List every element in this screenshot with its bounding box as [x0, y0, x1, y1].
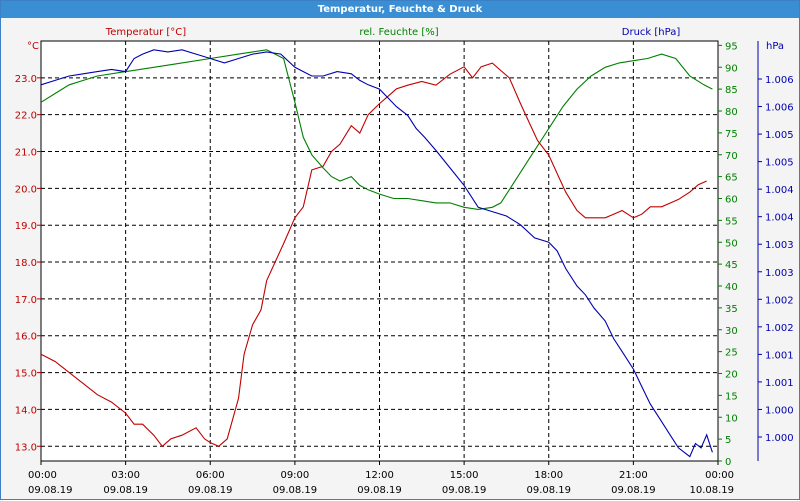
x-axis-tick-date: 10.08.19: [689, 485, 734, 496]
grid: [41, 41, 718, 461]
pressure-axis-tick-label: 1.001: [765, 350, 794, 361]
humidity-axis-tick-label: 5: [725, 435, 731, 446]
humidity-axis-tick-label: 75: [725, 129, 738, 140]
pressure-axis-tick-label: 1.003: [765, 268, 794, 279]
pressure-axis-tick-label: 1.000: [765, 433, 794, 444]
humidity-axis-tick-label: 35: [725, 304, 738, 315]
pressure-axis-tick-label: 1.004: [765, 185, 794, 196]
left-axis-tick-label: 23.0: [15, 74, 37, 85]
x-axis-ticks: 00:00 09.08.19 03:00 09.08.19 06:00 09.08.19 0…: [28, 461, 734, 496]
left-axis-tick-label: 15.0: [15, 369, 37, 380]
pressure-line: [40, 49, 713, 458]
x-axis-tick-time: 06:00: [196, 470, 225, 481]
x-axis-tick-time: 21:00: [619, 470, 648, 481]
x-axis-tick-time: 03:00: [111, 470, 140, 481]
series-group: [40, 49, 713, 458]
x-axis-tick-date: 09.08.19: [442, 485, 487, 496]
pressure-axis-tick-label: 1.005: [765, 158, 794, 169]
humidity-axis-tick-label: 0: [725, 457, 731, 468]
pressure-axis-tick-label: 1.003: [765, 240, 794, 251]
pressure-axis-tick-label: 1.002: [765, 295, 794, 306]
left-axis-tick-label: 17.0: [15, 295, 37, 306]
x-axis-tick-time: 00:00: [705, 470, 734, 481]
temperature-series-label: Temperatur [°C]: [105, 27, 186, 38]
humidity-axis-tick-label: 40: [725, 282, 738, 293]
left-axis-tick-label: 21.0: [15, 148, 37, 159]
humidity-axis-tick-label: 90: [725, 63, 738, 74]
x-axis-tick-date: 09.08.19: [188, 485, 233, 496]
left-axis-tick-label: 22.0: [15, 111, 37, 122]
left-axis-tick-label: 16.0: [15, 332, 37, 343]
x-axis-tick-date: 09.08.19: [28, 485, 73, 496]
left-axis-unit: °C: [27, 41, 39, 52]
x-axis-tick-date: 09.08.19: [357, 485, 402, 496]
humidity-axis-tick-label: 45: [725, 260, 738, 271]
x-axis-tick-time: 00:00: [28, 470, 57, 481]
left-axis-tick-label: 18.0: [15, 258, 37, 269]
pressure-axis-tick-label: 1.006: [765, 103, 794, 114]
left-axis-tick-label: 13.0: [15, 442, 37, 453]
pressure-series-label: Druck [hPa]: [622, 27, 681, 38]
temperature-line: [40, 62, 707, 448]
pressure-axis-tick-label: 1.005: [765, 130, 794, 141]
x-axis-tick-date: 09.08.19: [103, 485, 148, 496]
window-title: Temperatur, Feuchte & Druck: [1, 1, 799, 18]
pressure-axis-tick-label: 1.000: [765, 405, 794, 416]
humidity-axis-tick-label: 95: [725, 41, 738, 52]
humidity-axis-tick-label: 10: [725, 413, 738, 424]
pressure-axis-tick-label: 1.002: [765, 323, 794, 334]
left-axis-tick-label: 20.0: [15, 184, 37, 195]
pressure-axis-tick-label: 1.004: [765, 213, 794, 224]
x-axis-tick-date: 09.08.19: [273, 485, 318, 496]
humidity-axis-ticks: 0 5 10 15 20 25 30 35 40 45 50 55 60 65 70 75 80 85 90 95: [718, 41, 738, 468]
humidity-axis-tick-label: 80: [725, 107, 738, 118]
x-axis-tick-date: 09.08.19: [611, 485, 656, 496]
left-axis-ticks: 13.0 14.0 15.0 16.0 17.0 18.0 19.0 20.0 21.0 22.0…: [15, 74, 41, 453]
humidity-axis-tick-label: 20: [725, 370, 738, 381]
humidity-axis-tick-label: 65: [725, 173, 738, 184]
x-axis-tick-time: 18:00: [534, 470, 563, 481]
humidity-axis-tick-label: 70: [725, 151, 738, 162]
pressure-axis-unit: hPa: [766, 41, 784, 52]
humidity-axis-tick-label: 60: [725, 195, 738, 206]
pressure-axis-tick-label: 1.006: [765, 75, 794, 86]
x-axis-tick-date: 09.08.19: [526, 485, 571, 496]
pressure-axis-tick-label: 1.001: [765, 378, 794, 389]
humidity-axis-tick-label: 30: [725, 326, 738, 337]
x-axis-tick-time: 15:00: [450, 470, 479, 481]
humidity-axis-tick-label: 25: [725, 348, 738, 359]
humidity-series-label: rel. Feuchte [%]: [359, 27, 438, 38]
left-axis-tick-label: 19.0: [15, 221, 37, 232]
left-axis-tick-label: 14.0: [15, 405, 37, 416]
x-axis-tick-time: 09:00: [280, 470, 309, 481]
humidity-axis-tick-label: 15: [725, 391, 738, 402]
pressure-axis-ticks: 1.000 1.000 1.001 1.001 1.002 1.002 1.003 1.003…: [757, 41, 794, 461]
x-axis-tick-time: 12:00: [365, 470, 394, 481]
humidity-axis-tick-label: 55: [725, 216, 738, 227]
humidity-axis-tick-label: 85: [725, 85, 738, 96]
humidity-axis-tick-label: 50: [725, 238, 738, 249]
